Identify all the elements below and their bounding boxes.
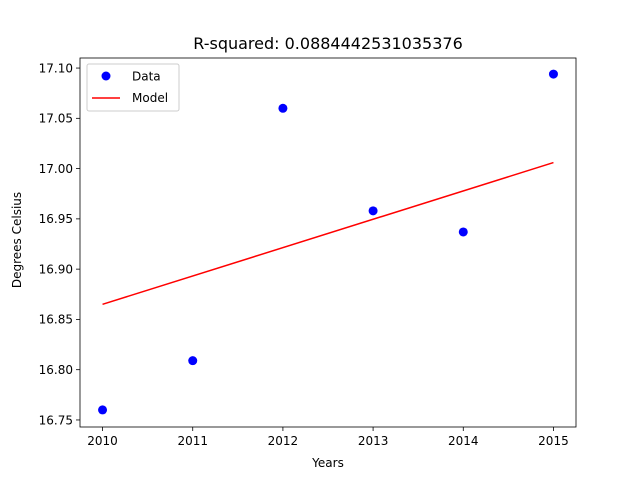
y-tick-label: 17.10 xyxy=(39,61,73,75)
x-tick-label: 2011 xyxy=(177,434,208,448)
y-axis-label: Degrees Celsius xyxy=(10,192,24,288)
legend-data-marker xyxy=(101,71,111,81)
x-tick-label: 2010 xyxy=(87,434,118,448)
y-tick-label: 17.05 xyxy=(39,112,73,126)
x-axis-label: Years xyxy=(311,456,344,470)
y-tick-label: 16.75 xyxy=(39,413,73,427)
chart-title: R-squared: 0.0884442531035376 xyxy=(193,34,463,53)
data-point xyxy=(98,405,108,415)
axes-frame xyxy=(79,57,577,428)
y-tick-label: 17.00 xyxy=(39,162,73,176)
x-tick-label: 2012 xyxy=(268,434,299,448)
x-tick-label: 2015 xyxy=(538,434,569,448)
legend-data-label: Data xyxy=(132,70,161,84)
y-tick-label: 16.90 xyxy=(39,262,73,276)
legend: Data Model xyxy=(86,63,180,112)
model-line xyxy=(102,161,554,306)
x-tick-label: 2014 xyxy=(448,434,479,448)
data-point xyxy=(458,227,468,237)
axis-ticks: 2010 2011 2012 2013 2014 2015 16.75 16.80 16.85 1… xyxy=(39,61,569,448)
data-point xyxy=(188,356,198,366)
x-tick-label: 2013 xyxy=(358,434,389,448)
y-tick-label: 16.95 xyxy=(39,212,73,226)
y-tick-label: 16.85 xyxy=(39,313,73,327)
data-point xyxy=(368,206,378,216)
data-point xyxy=(278,103,288,113)
legend-model-label: Model xyxy=(132,91,168,105)
y-tick-label: 16.80 xyxy=(39,363,73,377)
plot-area xyxy=(79,57,577,428)
data-point xyxy=(548,69,558,79)
